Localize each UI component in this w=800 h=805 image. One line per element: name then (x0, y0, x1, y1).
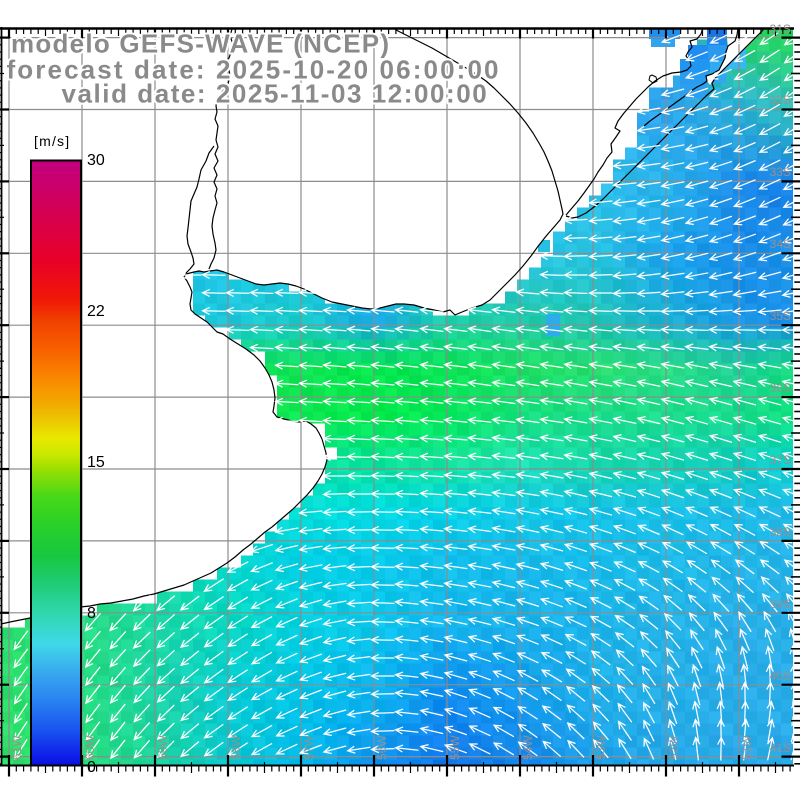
svg-text:[m/s]: [m/s] (34, 133, 70, 149)
svg-text:33S: 33S (770, 165, 791, 179)
svg-text:30: 30 (87, 152, 105, 169)
svg-text:forecast date: 2025-10-20 06:0: forecast date: 2025-10-20 06:00:00 (7, 55, 501, 85)
svg-text:31S: 31S (770, 22, 791, 36)
svg-text:40S: 40S (770, 669, 791, 683)
svg-text:51W: 51W (740, 735, 754, 760)
svg-text:41S: 41S (770, 741, 791, 755)
svg-text:52W: 52W (667, 735, 681, 760)
svg-text:modelo GEFS-WAVE (NCEP): modelo GEFS-WAVE (NCEP) (11, 29, 390, 59)
svg-text:56W: 56W (375, 735, 389, 760)
svg-text:36S: 36S (770, 381, 791, 395)
svg-text:60W: 60W (83, 735, 97, 760)
svg-text:59W: 59W (156, 735, 170, 760)
svg-text:8: 8 (87, 605, 96, 622)
svg-text:55W: 55W (448, 735, 462, 760)
svg-text:32S: 32S (770, 93, 791, 107)
svg-text:34S: 34S (770, 237, 791, 251)
svg-text:38S: 38S (770, 525, 791, 539)
svg-text:15: 15 (87, 454, 105, 471)
svg-text:22: 22 (87, 303, 105, 320)
svg-text:58W: 58W (229, 735, 243, 760)
svg-text:35S: 35S (770, 309, 791, 323)
svg-text:57W: 57W (302, 735, 316, 760)
svg-text:valid date: 2025-11-03 12:00:0: valid date: 2025-11-03 12:00:00 (62, 79, 489, 109)
svg-text:39S: 39S (770, 597, 791, 611)
svg-text:53W: 53W (594, 735, 608, 760)
svg-text:54W: 54W (521, 735, 535, 760)
svg-text:0: 0 (87, 759, 96, 776)
svg-text:37S: 37S (770, 453, 791, 467)
svg-text:61W: 61W (10, 735, 24, 760)
